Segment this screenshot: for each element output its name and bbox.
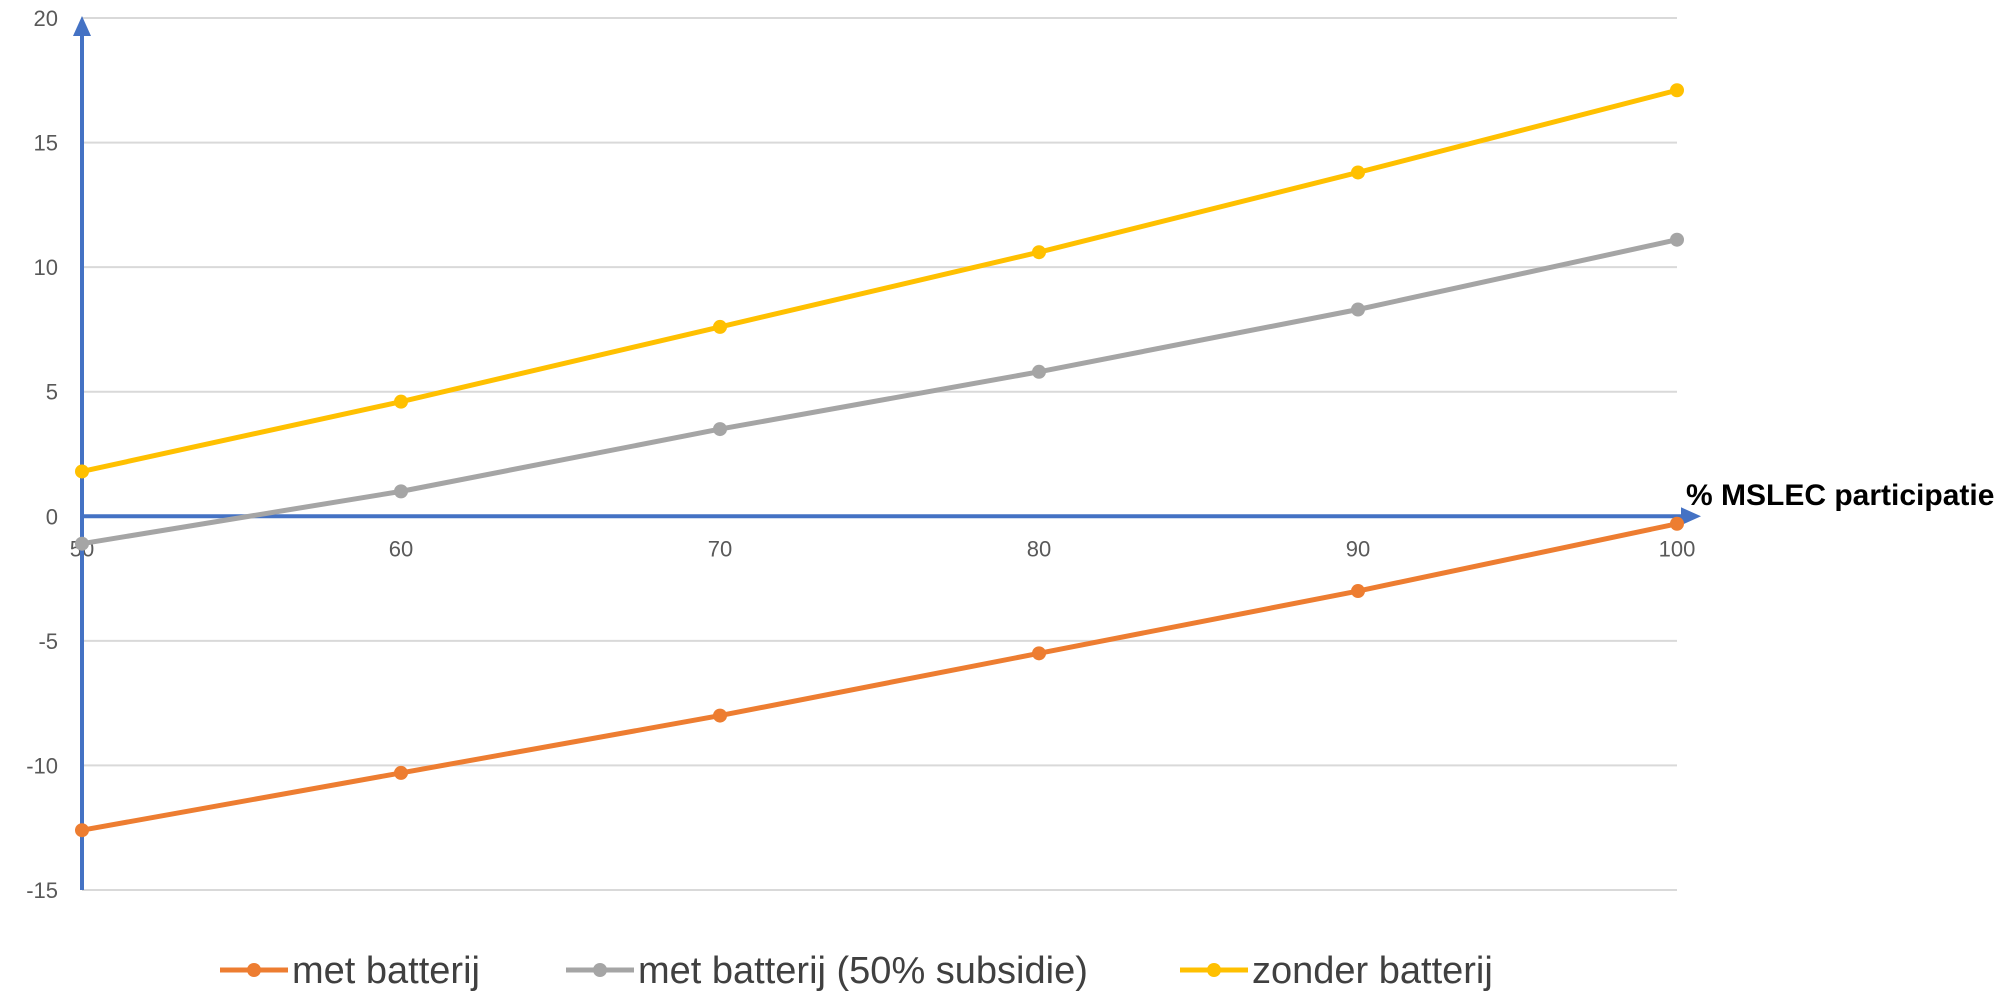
legend-label: met batterij: [292, 950, 480, 992]
data-point: [1670, 232, 1684, 247]
legend-marker-icon: [593, 963, 607, 977]
data-point: [1032, 245, 1046, 260]
y-axis-tick-labels: 20 15 10 5 0 -5 -10 -15: [26, 6, 58, 903]
data-point: [1351, 302, 1365, 317]
legend-label: met batterij (50% subsidie): [638, 950, 1088, 992]
data-point: [1351, 165, 1365, 180]
y-tick-label: 5: [46, 380, 58, 405]
y-axis-arrow-icon: [73, 16, 91, 36]
y-tick-label: -10: [26, 753, 58, 778]
data-point: [1670, 516, 1684, 531]
y-tick-label: -5: [38, 629, 58, 654]
x-tick-label: 100: [1659, 536, 1696, 561]
y-tick-label: 10: [34, 255, 58, 280]
y-tick-label: 0: [46, 504, 58, 529]
x-axis-tick-labels: 5060708090100: [70, 536, 1696, 561]
legend-item-2: met batterij (50% subsidie): [566, 950, 1088, 992]
x-axis-title: % MSLEC participatie: [1686, 479, 1994, 512]
data-point: [1670, 83, 1684, 98]
series-line: [79, 521, 1680, 833]
series-2: [75, 232, 1684, 551]
legend-marker-icon: [247, 963, 261, 977]
data-point: [394, 484, 408, 499]
gridlines: [82, 17, 1677, 891]
y-tick-label: 15: [34, 131, 58, 156]
data-point: [713, 708, 727, 723]
legend-marker-icon: [1207, 963, 1221, 977]
legend-label: zonder batterij: [1252, 950, 1493, 992]
data-point: [713, 319, 727, 334]
y-tick-label: -15: [26, 878, 58, 903]
legend: met batterij met batterij (50% subsidie) z…: [220, 950, 1493, 992]
legend-item-3: zonder batterij: [1180, 950, 1493, 992]
series-1: [75, 516, 1684, 838]
data-point: [1032, 364, 1046, 379]
data-point: [75, 823, 89, 838]
series-3: [75, 83, 1684, 479]
axes: [73, 16, 1701, 890]
legend-item-1: met batterij: [220, 950, 480, 992]
data-point: [75, 464, 89, 479]
data-point: [1032, 646, 1046, 661]
series-line: [79, 237, 1680, 547]
data-point: [394, 394, 408, 409]
x-tick-label: 70: [708, 536, 732, 561]
x-tick-label: 80: [1027, 536, 1051, 561]
x-tick-label: 90: [1346, 536, 1370, 561]
data-point: [394, 765, 408, 780]
series-line: [79, 87, 1680, 474]
series-group: [75, 83, 1684, 838]
data-point: [1351, 584, 1365, 599]
data-point: [75, 536, 89, 551]
y-tick-label: 20: [34, 6, 58, 31]
x-axis-arrow-icon: [1681, 507, 1701, 526]
x-tick-label: 60: [389, 536, 413, 561]
data-point: [713, 422, 727, 437]
